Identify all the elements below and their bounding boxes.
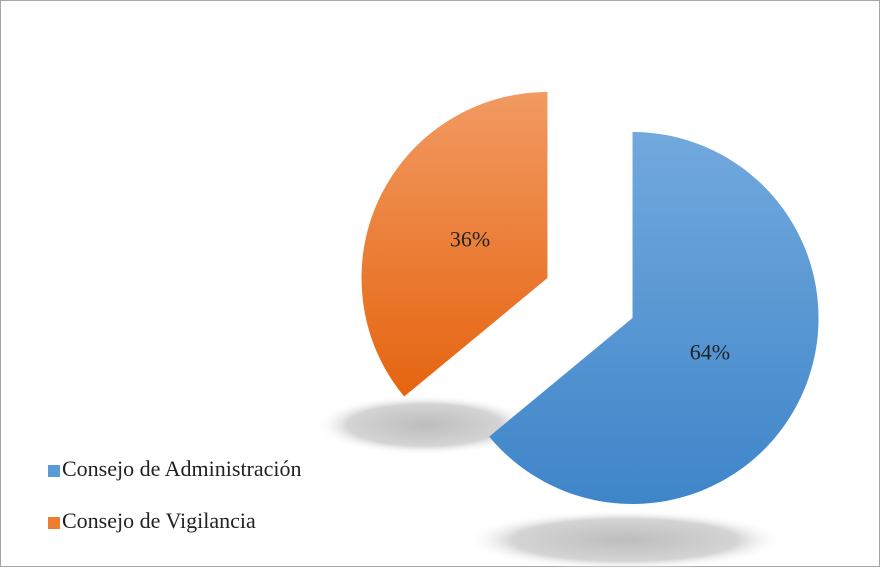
legend: Consejo de Administración Consejo de Vigi… [48,456,302,533]
data-label: 36% [450,227,490,252]
slice [361,91,548,397]
legend-label: Consejo de Administración [62,456,302,481]
shadow [315,395,535,455]
pie: 64% 36% [361,91,819,505]
legend-swatch [48,517,60,529]
legend-label: Consejo de Vigilancia [62,508,256,533]
shadow [465,510,785,567]
data-label: 64% [690,339,730,364]
legend-swatch [48,465,60,477]
slice [489,132,819,505]
